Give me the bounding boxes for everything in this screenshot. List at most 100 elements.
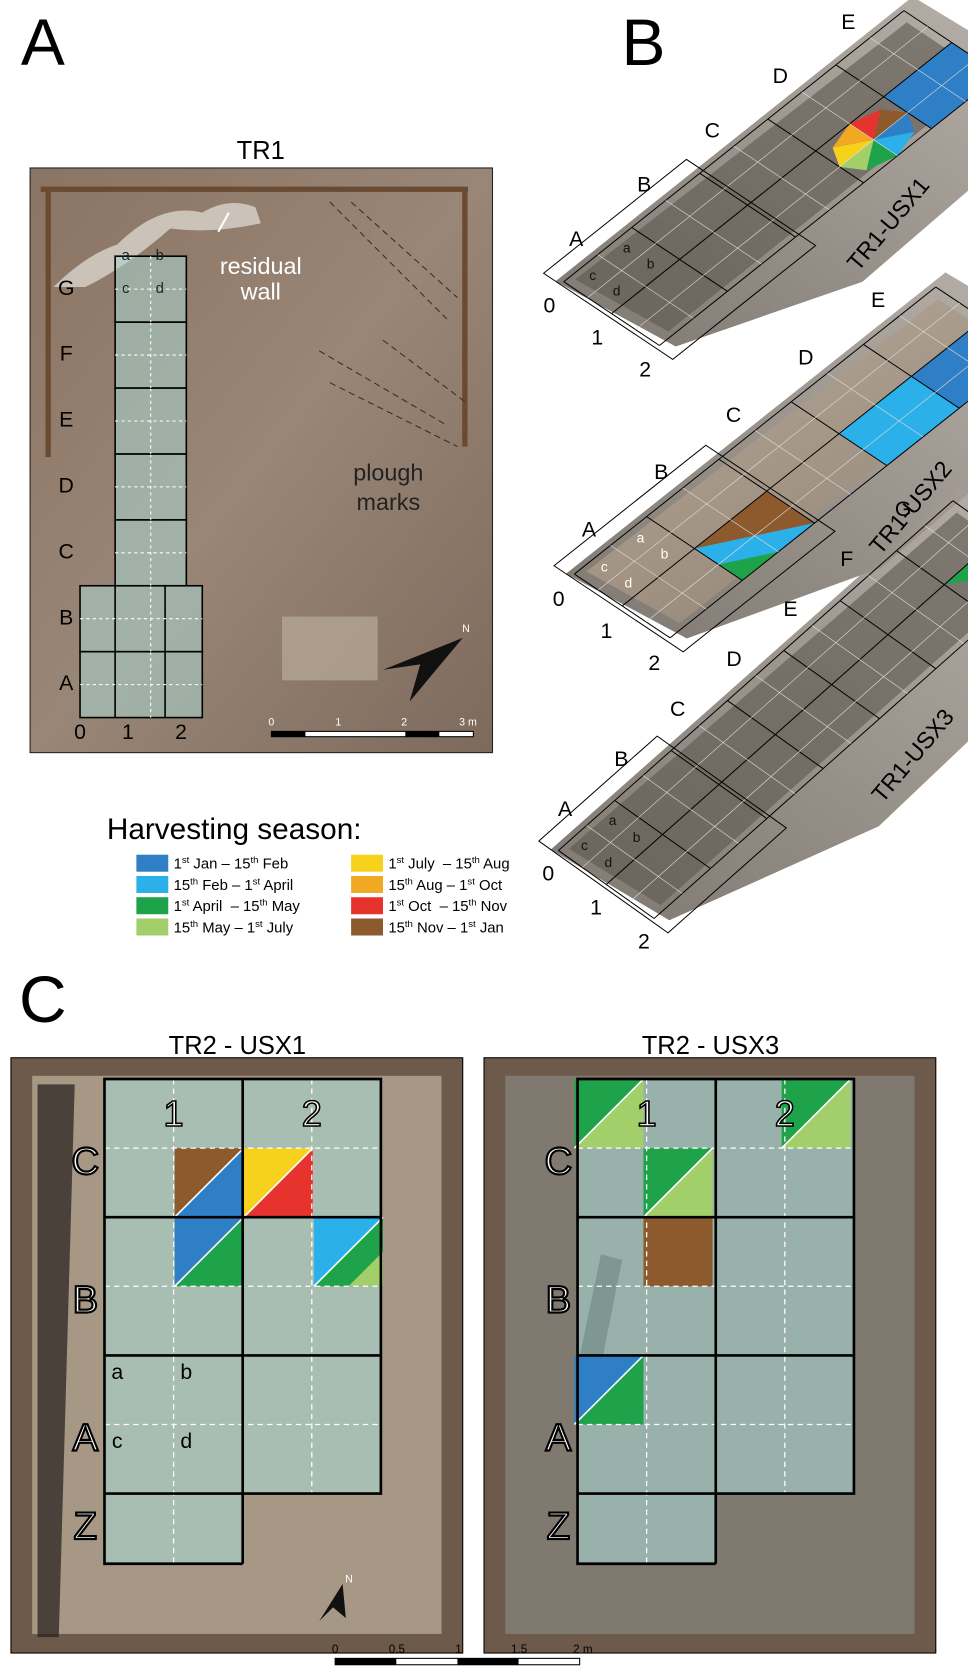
north-label: N <box>345 1574 353 1586</box>
row-label: C <box>705 118 720 142</box>
legend-swatch <box>351 897 384 915</box>
legend-part: Oct – 15 <box>404 899 469 915</box>
annotation: marks <box>357 489 421 515</box>
season-fill <box>944 559 968 585</box>
panel-letter: C <box>19 962 67 1036</box>
scale-label: 0.5 <box>389 1643 406 1656</box>
legend-part: 15 <box>388 920 405 936</box>
legend-part: th <box>251 855 259 866</box>
scale-seg <box>335 1658 397 1665</box>
legend-label: 1st Oct – 15th Nov <box>388 898 507 915</box>
row-label: A <box>546 1417 572 1460</box>
row-label: B <box>73 1278 99 1321</box>
scale-label: 1.5 <box>511 1643 528 1656</box>
legend-label: 15th May – 1st July <box>174 919 294 936</box>
legend-swatch <box>136 854 169 872</box>
subsquare-label: a <box>122 248 131 264</box>
diagonal <box>573 1078 645 1149</box>
sub-grid <box>80 651 203 718</box>
trench-floor <box>568 512 968 906</box>
season-fill <box>348 1251 384 1287</box>
legend-part: Aug <box>480 857 510 873</box>
row-label: C <box>72 1140 100 1183</box>
diagonal <box>642 1147 714 1218</box>
legend-part: st <box>182 855 190 866</box>
sub-grid <box>574 287 968 638</box>
diagonal <box>174 1216 245 1287</box>
trench-view <box>539 474 968 969</box>
legend-part: th <box>190 876 198 887</box>
row-label: B <box>614 747 628 771</box>
row-label: B <box>654 460 668 484</box>
outer-box <box>554 445 835 652</box>
scale-label: 1 <box>335 717 341 729</box>
column-label: 0 <box>544 294 556 318</box>
scale-label: 3 m <box>459 717 477 729</box>
sub-grid <box>115 322 187 389</box>
season-fill <box>608 1389 644 1425</box>
legend-part: st <box>467 876 475 887</box>
legend-part: Oct <box>475 878 503 894</box>
subsquare-label: c <box>601 558 608 574</box>
row-label: D <box>726 647 741 671</box>
annotation: wall <box>240 279 281 305</box>
annotation: residual <box>220 253 302 279</box>
trench-floor <box>575 22 968 332</box>
panel-letter: A <box>21 5 65 79</box>
legend-swatch <box>136 875 169 893</box>
legend-label: 1st July – 15th Aug <box>388 855 509 872</box>
legend-swatch <box>351 918 384 936</box>
row-label: F <box>840 547 853 571</box>
column-label: 2 <box>639 357 651 381</box>
legend-swatch <box>351 875 384 893</box>
legend-swatch <box>351 854 384 872</box>
row-label: A <box>73 1417 99 1460</box>
legend-part: 1 <box>388 899 396 915</box>
outer-box <box>539 736 786 933</box>
legend-part: st <box>468 919 476 930</box>
legend-part: Nov <box>477 899 508 915</box>
season-fill <box>694 491 815 549</box>
diagonal <box>174 1147 245 1218</box>
legend-part: Jan <box>476 920 504 936</box>
subsquare-label: d <box>180 1429 192 1453</box>
pointer <box>217 212 230 233</box>
legend-part: st <box>253 876 261 887</box>
row-label: E <box>871 288 885 312</box>
legend-part: Aug – 1 <box>413 878 468 894</box>
panel-letter: B <box>621 5 665 79</box>
legend-part: Nov – 1 <box>413 920 468 936</box>
row-label: C <box>670 697 685 721</box>
subsquare-label: a <box>111 1360 123 1384</box>
legend-part: Jan – 15 <box>189 857 250 873</box>
column-label: 2 <box>638 929 650 953</box>
legend-label: 1st April – 15th May <box>174 898 301 915</box>
north-arrow <box>383 637 463 702</box>
row-label: D <box>798 345 813 369</box>
legend-part: May – 1 <box>198 920 255 936</box>
row-label: C <box>545 1140 573 1183</box>
legend-part: th <box>405 876 413 887</box>
season-fill <box>718 551 779 581</box>
scale-label: 2 m <box>573 1643 592 1656</box>
row-label: E <box>841 10 855 34</box>
subsquare-label: a <box>609 812 617 828</box>
subsquare-label: a <box>623 240 631 256</box>
panel-title: TR2 - USX3 <box>642 1032 779 1060</box>
trench-view <box>544 0 968 393</box>
legend-title: Harvesting season: <box>107 813 362 846</box>
legend-part: th <box>405 919 413 930</box>
scale-seg <box>271 731 306 737</box>
legend-part: 1 <box>174 857 182 873</box>
row-label: B <box>59 605 73 629</box>
annotation: plough <box>353 459 423 485</box>
column-label: 1 <box>591 326 603 350</box>
outer-box <box>544 159 816 359</box>
legend-part: April – 15 <box>189 899 259 915</box>
column-label: 2 <box>775 1093 795 1134</box>
grid-line <box>103 1077 383 1566</box>
legend-part: st <box>255 919 263 930</box>
column-label: 1 <box>601 619 613 643</box>
legend-label: 1st Jan – 15th Feb <box>174 855 289 872</box>
season-fill <box>911 318 968 409</box>
